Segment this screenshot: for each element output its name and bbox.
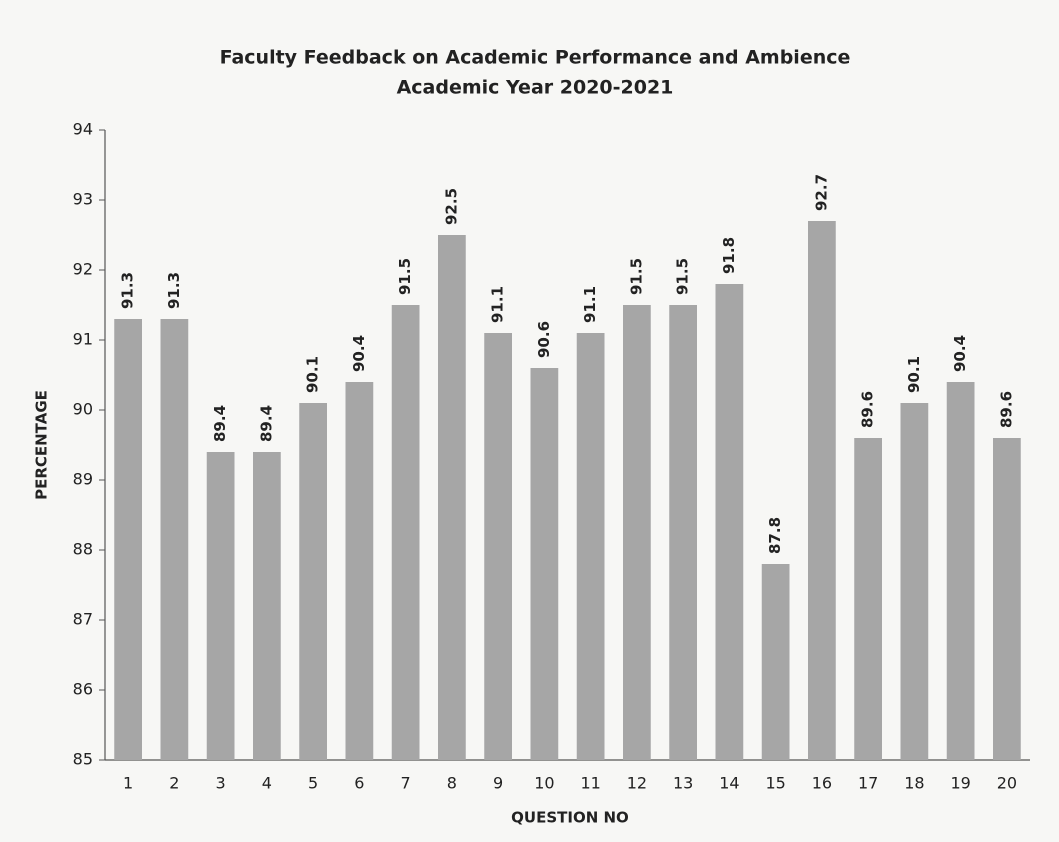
x-tick-label: 14 xyxy=(719,774,739,793)
y-tick-label: 93 xyxy=(73,190,93,209)
data-label: 90.4 xyxy=(350,335,368,372)
y-axis-title: PERCENTAGE xyxy=(33,390,51,500)
x-tick-label: 3 xyxy=(216,774,226,793)
x-tick-label: 18 xyxy=(904,774,924,793)
y-tick-label: 87 xyxy=(73,610,93,629)
x-tick-label: 20 xyxy=(997,774,1017,793)
data-label: 90.1 xyxy=(905,356,923,393)
bar xyxy=(761,564,790,760)
x-tick-label: 4 xyxy=(262,774,272,793)
bar xyxy=(253,452,281,760)
y-tick-label: 88 xyxy=(73,540,93,559)
bar xyxy=(484,333,512,760)
data-label: 91.5 xyxy=(674,258,692,295)
x-axis-title: QUESTION NO xyxy=(511,809,629,827)
data-label: 91.5 xyxy=(627,258,645,295)
data-label: 89.4 xyxy=(257,405,275,442)
data-label: 89.4 xyxy=(211,405,229,442)
bar xyxy=(946,382,975,760)
data-label: 91.3 xyxy=(165,272,183,309)
x-tick-label: 15 xyxy=(765,774,785,793)
x-tick-label: 9 xyxy=(493,774,503,793)
x-tick-label: 8 xyxy=(447,774,457,793)
y-tick-label: 94 xyxy=(73,120,93,139)
x-tick-label: 6 xyxy=(354,774,364,793)
y-tick-label: 92 xyxy=(73,260,93,279)
x-tick-label: 10 xyxy=(534,774,554,793)
data-label: 92.7 xyxy=(812,174,830,211)
x-tick-label: 12 xyxy=(627,774,647,793)
data-label: 91.1 xyxy=(581,286,599,323)
x-tick-label: 5 xyxy=(308,774,318,793)
bar xyxy=(530,368,559,760)
bar xyxy=(391,305,420,760)
data-label: 89.6 xyxy=(997,391,1015,428)
data-label: 87.8 xyxy=(766,517,784,554)
x-tick-label: 19 xyxy=(950,774,970,793)
data-label: 90.4 xyxy=(951,335,969,372)
data-label: 91.5 xyxy=(396,258,414,295)
x-tick-label: 17 xyxy=(858,774,878,793)
bar xyxy=(854,438,882,760)
data-label: 89.6 xyxy=(859,391,877,428)
bar xyxy=(438,235,466,760)
bar xyxy=(206,452,235,760)
bar xyxy=(576,333,605,760)
bar xyxy=(299,403,327,760)
bar xyxy=(160,319,189,760)
y-tick-label: 90 xyxy=(73,400,93,419)
data-label: 91.8 xyxy=(720,237,738,274)
x-tick-label: 2 xyxy=(169,774,179,793)
bar xyxy=(900,403,929,760)
data-label: 92.5 xyxy=(442,188,460,225)
bar xyxy=(114,319,142,760)
y-tick-label: 85 xyxy=(73,750,93,769)
chart-subtitle: Academic Year 2020-2021 xyxy=(397,77,674,99)
x-tick-label: 16 xyxy=(812,774,832,793)
data-label: 91.3 xyxy=(119,272,137,309)
y-tick-label: 91 xyxy=(73,330,93,349)
data-label: 90.6 xyxy=(535,321,553,358)
data-label: 90.1 xyxy=(304,356,322,393)
x-tick-label: 1 xyxy=(123,774,133,793)
x-tick-label: 7 xyxy=(401,774,411,793)
bar xyxy=(345,382,374,760)
x-tick-label: 13 xyxy=(673,774,693,793)
bar xyxy=(669,305,697,760)
bar xyxy=(993,438,1021,760)
chart-title: Faculty Feedback on Academic Performance… xyxy=(220,47,851,69)
x-tick-label: 11 xyxy=(580,774,600,793)
bar xyxy=(715,284,744,760)
data-label: 91.1 xyxy=(489,286,507,323)
bar xyxy=(623,305,651,760)
y-tick-label: 86 xyxy=(73,680,93,699)
bar xyxy=(808,221,836,760)
y-tick-label: 89 xyxy=(73,470,93,489)
